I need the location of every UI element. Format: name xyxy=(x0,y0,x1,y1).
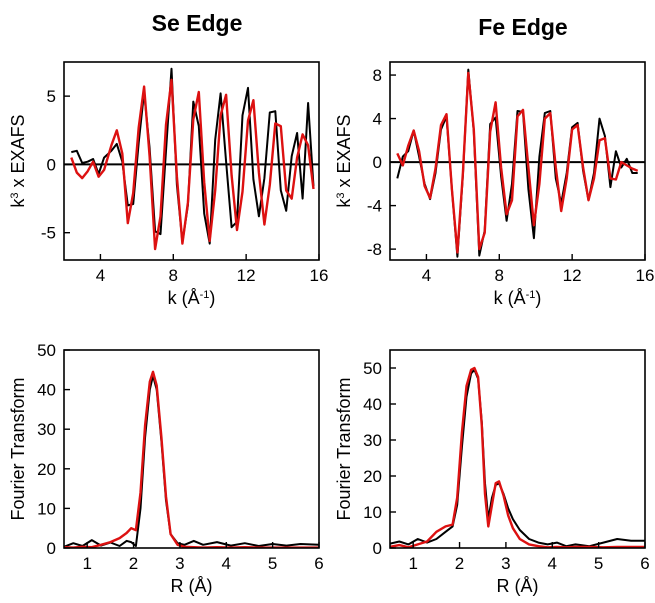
x-tick-label: 12 xyxy=(237,266,256,285)
plot-frame xyxy=(389,61,646,261)
y-axis-label: k3 x EXAFS xyxy=(334,114,354,207)
x-axis-label: R (Å) xyxy=(497,576,539,596)
plot-frame xyxy=(63,349,320,549)
fit-series-line xyxy=(390,366,645,548)
x-tick-label: 12 xyxy=(563,266,582,285)
y-axis-label: Fourier Transform xyxy=(8,377,28,520)
y-tick-label: 10 xyxy=(37,499,56,518)
x-tick-label: 16 xyxy=(636,266,655,285)
x-tick-label: 4 xyxy=(96,266,105,285)
y-tick-label: 8 xyxy=(373,66,382,85)
y-tick-label: 0 xyxy=(47,155,56,174)
y-tick-label: 20 xyxy=(363,467,382,486)
y-tick-label: 20 xyxy=(37,460,56,479)
x-tick-label: 4 xyxy=(222,554,231,573)
x-axis-label: k (Å-1) xyxy=(494,288,542,308)
x-tick-label: 6 xyxy=(314,554,323,573)
x-tick-label: 5 xyxy=(594,554,603,573)
x-tick-label: 1 xyxy=(82,554,91,573)
plot-frame xyxy=(389,349,646,549)
y-tick-label: 10 xyxy=(363,503,382,522)
y-tick-label: -5 xyxy=(41,224,56,243)
y-tick-label: 30 xyxy=(37,420,56,439)
y-tick-label: 40 xyxy=(37,381,56,400)
x-tick-label: 5 xyxy=(268,554,277,573)
y-tick-label: 30 xyxy=(363,431,382,450)
x-tick-label: 8 xyxy=(495,266,504,285)
y-tick-label: -8 xyxy=(367,240,382,259)
y-tick-label: 5 xyxy=(47,87,56,106)
chart-panel-3: 1 2 3 4 5 6 0 10 20 30 40 50 R (Å) Fourier Transform xyxy=(8,341,324,596)
y-tick-label: 0 xyxy=(47,539,56,558)
x-tick-label: 1 xyxy=(408,554,417,573)
y-tick-label: 50 xyxy=(363,359,382,378)
y-tick-label: 50 xyxy=(37,341,56,360)
x-tick-label: 4 xyxy=(422,266,431,285)
y-axis-label: Fourier Transform xyxy=(334,377,354,520)
x-tick-label: 2 xyxy=(129,554,138,573)
y-tick-label: 0 xyxy=(373,539,382,558)
x-axis-label: k (Å-1) xyxy=(168,288,216,308)
data-series-line xyxy=(71,67,315,245)
fit-series-line xyxy=(396,71,639,254)
chart-panel-1: 4 8 12 16 5 0 -5 k (Å-1) k3 x EXAFS xyxy=(8,61,329,308)
y-tick-label: 4 xyxy=(373,110,382,129)
data-series-line xyxy=(64,374,319,548)
chart-panel-2: 4 8 12 16 8 4 0 -4 -8 k (Å-1) k3 x EXAFS xyxy=(334,61,655,308)
y-tick-label: 0 xyxy=(373,153,382,172)
y-tick-label: -4 xyxy=(367,197,382,216)
x-tick-label: 8 xyxy=(169,266,178,285)
x-axis-label: R (Å) xyxy=(171,576,213,596)
x-tick-label: 3 xyxy=(175,554,184,573)
x-tick-label: 16 xyxy=(310,266,329,285)
plot-frame xyxy=(63,61,320,261)
fit-series-line xyxy=(70,78,315,251)
fit-series-line xyxy=(64,370,319,548)
x-tick-label: 3 xyxy=(501,554,510,573)
x-tick-label: 4 xyxy=(548,554,557,573)
x-tick-label: 2 xyxy=(455,554,464,573)
y-axis-label: k3 x EXAFS xyxy=(8,114,28,207)
data-series-line xyxy=(396,68,638,258)
x-tick-label: 6 xyxy=(640,554,649,573)
chart-panel-4: 1 2 3 4 5 6 0 10 20 30 40 50 R (Å) Fourier Transform xyxy=(334,349,650,596)
data-series-line xyxy=(390,368,645,548)
se-edge-title: Se Edge xyxy=(151,10,243,36)
y-tick-label: 40 xyxy=(363,395,382,414)
fe-edge-title: Fe Edge xyxy=(478,14,568,40)
